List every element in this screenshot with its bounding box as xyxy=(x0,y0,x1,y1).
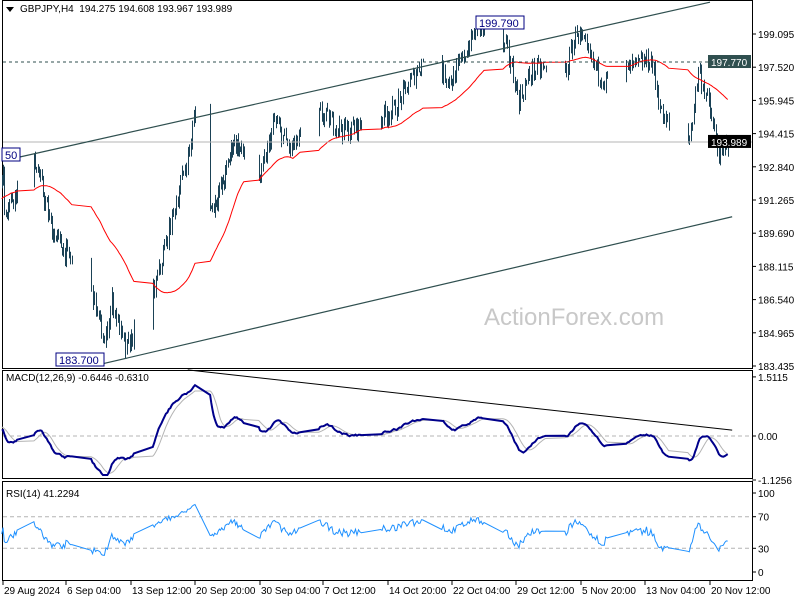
rsi-tick-label: 30 xyxy=(758,544,770,555)
macd-tick-label: 1.5115 xyxy=(758,373,788,384)
left-label-box xyxy=(1,147,21,162)
time-tick-label: 13 Nov 04:00 xyxy=(646,586,706,597)
moving-average-line xyxy=(1,56,729,294)
low-label: 183.700 xyxy=(59,355,99,367)
price-tick-label: 189.690 xyxy=(758,229,795,240)
price-tick-label: 197.520 xyxy=(758,63,795,74)
left-label: 50 xyxy=(5,150,17,162)
price-tick-label: 184.965 xyxy=(758,329,795,340)
resistance-level-tag: 197.770 xyxy=(711,58,748,69)
chart-header: GBPJPY,H4 194.275 194.608 193.967 193.98… xyxy=(6,4,232,15)
low-label-box xyxy=(55,352,105,367)
price-tick-label: 194.415 xyxy=(758,130,795,141)
macd-tick-label: 0.00 xyxy=(758,432,778,443)
channel-upper-line xyxy=(2,1,711,162)
time-tick-label: 13 Sep 12:00 xyxy=(132,586,192,597)
resistance-level-tag-bg xyxy=(708,55,751,69)
macd-panel xyxy=(2,370,753,479)
time-tick-label: 29 Aug 2024 xyxy=(4,586,61,597)
high-label: 199.790 xyxy=(479,18,519,30)
time-tick-label: 20 Nov 12:00 xyxy=(711,586,771,597)
current-price-tag: 193.989 xyxy=(711,138,748,149)
time-tick-label: 22 Oct 04:00 xyxy=(453,586,511,597)
channel-lower-line xyxy=(102,216,733,365)
ohlc-values: 194.275 194.608 193.967 193.989 xyxy=(79,4,233,15)
price-tick-label: 192.840 xyxy=(758,163,795,174)
macd-title: MACD(12,26,9) -0.6446 -0.6310 xyxy=(6,373,149,384)
time-tick-label: 7 Oct 12:00 xyxy=(324,586,376,597)
rsi-title: RSI(14) 41.2294 xyxy=(6,489,80,500)
watermark: ActionForex.com xyxy=(484,304,665,331)
time-tick-label: 30 Sep 04:00 xyxy=(261,586,321,597)
high-label-box xyxy=(475,15,525,30)
macd-tick-label: -1.1256 xyxy=(758,476,792,487)
price-tick-label: 186.540 xyxy=(758,296,795,307)
price-tick-label: 188.115 xyxy=(758,262,794,273)
triangle-down-icon[interactable] xyxy=(6,6,14,12)
price-tick-label: 199.095 xyxy=(758,30,795,41)
symbol-label: GBPJPY,H4 xyxy=(20,4,74,15)
price-tick-label: 195.945 xyxy=(758,96,795,107)
macd-trendline xyxy=(187,369,733,431)
time-tick-label: 29 Oct 12:00 xyxy=(517,586,575,597)
time-tick-label: 6 Sep 04:00 xyxy=(67,586,121,597)
current-price-tag-bg xyxy=(708,134,751,148)
rsi-panel xyxy=(2,481,753,581)
macd-signal-line xyxy=(1,390,729,474)
rsi-line xyxy=(1,503,728,556)
rsi-tick-label: 0 xyxy=(758,568,764,579)
price-tick-label: 191.265 xyxy=(758,196,795,207)
time-tick-label: 14 Oct 20:00 xyxy=(389,586,447,597)
rsi-tick-label: 70 xyxy=(758,513,770,524)
time-tick-label: 5 Nov 20:00 xyxy=(582,586,636,597)
price-tick-label: 183.435 xyxy=(758,362,795,373)
time-tick-label: 20 Sep 20:00 xyxy=(196,586,256,597)
macd-main-line xyxy=(1,383,729,476)
rsi-tick-label: 100 xyxy=(758,489,775,500)
